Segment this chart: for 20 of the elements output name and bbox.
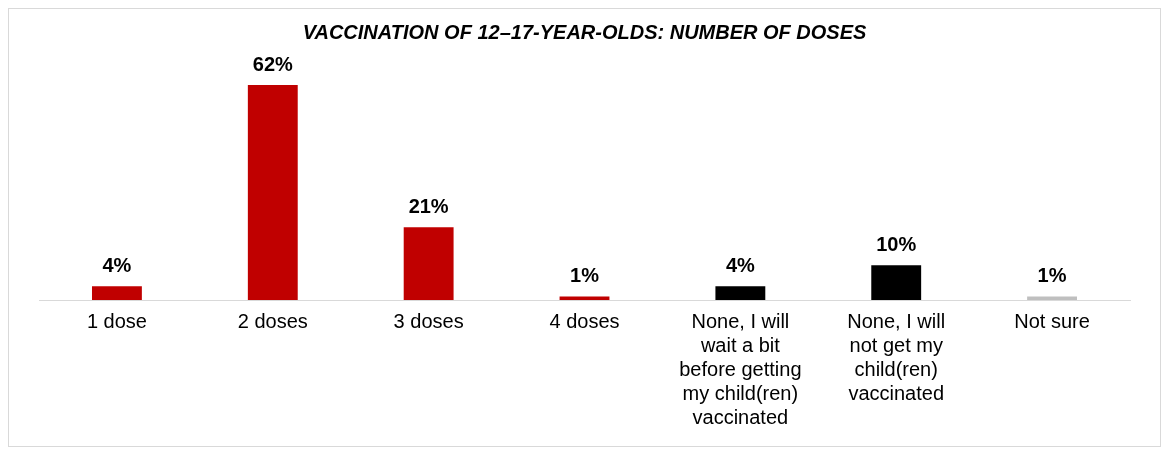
x-tick-label: Not sure	[1014, 309, 1090, 332]
data-label: 10%	[876, 232, 917, 255]
data-label: 4%	[725, 253, 756, 276]
x-tick-label: None, I will not get my child(ren) vaccinated	[847, 309, 946, 404]
bar	[91, 286, 142, 300]
x-tick-label: 4 doses	[549, 309, 620, 332]
x-tick-label: 2 doses	[237, 309, 308, 332]
data-label: 1%	[1037, 264, 1067, 287]
chart-title: VACCINATION OF 12–17-YEAR-OLDS: NUMBER OF DOSES	[302, 20, 868, 43]
data-label: 62%	[252, 52, 294, 75]
data-label: 1%	[570, 264, 600, 287]
bar	[403, 227, 454, 300]
bar	[871, 265, 922, 300]
x-tick-label: None, I will wait a bit before getting my child(ren) vaccinated	[679, 309, 802, 428]
x-tick-label: 3 doses	[393, 309, 464, 332]
bar	[247, 85, 298, 300]
data-label: 4%	[102, 253, 132, 276]
bar	[715, 286, 766, 300]
x-tick-label: 1 dose	[86, 309, 147, 332]
data-label: 21%	[408, 194, 449, 217]
